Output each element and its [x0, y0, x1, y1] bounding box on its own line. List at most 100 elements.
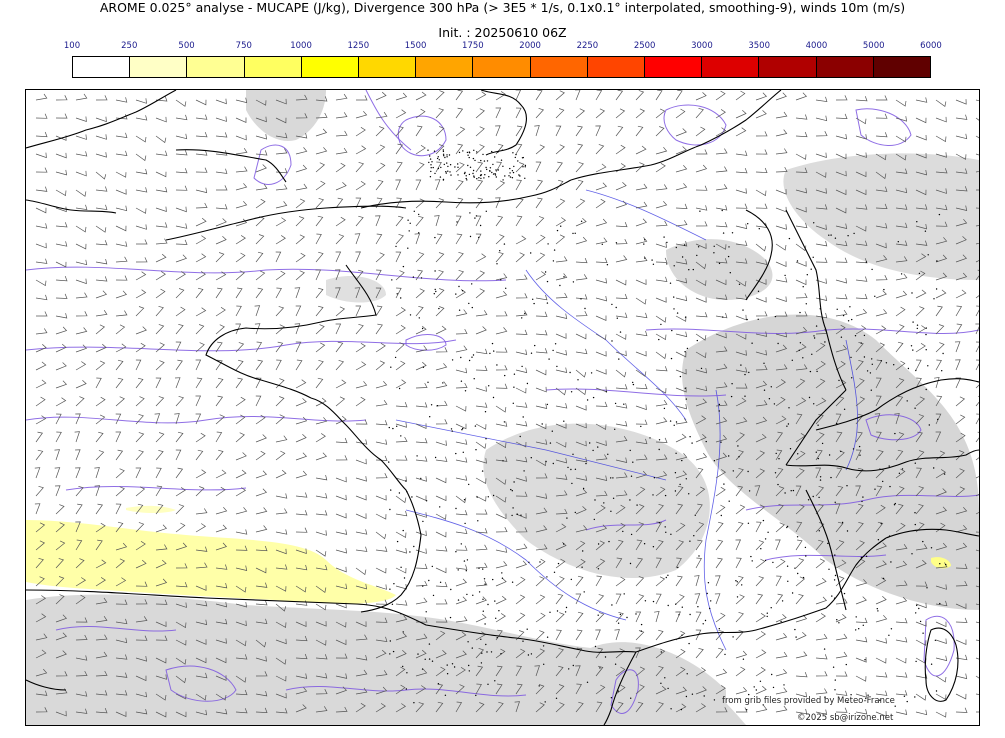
wind-barb	[835, 223, 848, 229]
wind-barb	[795, 614, 808, 623]
station-dot	[681, 634, 683, 636]
wind-barb	[935, 254, 948, 263]
wind-barb	[175, 288, 185, 299]
station-dot	[673, 308, 675, 310]
station-dot	[794, 567, 796, 569]
station-dot	[434, 288, 436, 291]
wind-barb	[35, 649, 47, 659]
station-dot	[468, 152, 471, 154]
wind-barb	[455, 197, 464, 209]
station-dot	[852, 448, 855, 450]
wind-barb	[435, 650, 447, 659]
wind-barb	[35, 328, 48, 335]
wind-barb	[335, 621, 347, 628]
wind-barb	[455, 457, 468, 463]
wind-barb	[795, 167, 808, 173]
wind-barb	[495, 421, 508, 427]
wind-barb	[175, 675, 187, 684]
station-dot	[746, 318, 748, 321]
wind-barb	[635, 504, 645, 515]
wind-barb	[515, 274, 528, 281]
wind-barb	[635, 218, 648, 227]
station-dot	[555, 697, 558, 699]
wind-barb	[295, 216, 305, 227]
station-dot	[518, 174, 520, 176]
station-dot	[541, 423, 543, 425]
wind-barb	[695, 185, 708, 191]
station-dot	[431, 660, 434, 662]
wind-barb	[315, 233, 322, 245]
station-dot	[494, 156, 496, 158]
wind-barb	[55, 206, 67, 213]
station-dot	[911, 553, 913, 555]
wind-barb	[635, 256, 648, 263]
station-dot	[420, 477, 422, 480]
station-dot	[545, 460, 547, 463]
wind-barb	[335, 93, 348, 101]
station-dot	[418, 232, 420, 234]
station-dot	[670, 708, 672, 710]
station-dot	[748, 371, 750, 374]
wind-barb	[715, 416, 728, 425]
station-dot	[723, 483, 725, 485]
station-dot	[496, 637, 498, 639]
wind-barb	[575, 198, 586, 209]
wind-barb	[815, 188, 827, 194]
wind-barb	[915, 152, 927, 159]
station-dot	[696, 254, 698, 257]
station-dot	[786, 526, 788, 529]
wind-barb	[735, 167, 748, 174]
wind-barb	[55, 362, 67, 371]
wind-barb	[435, 477, 447, 484]
station-dot	[623, 403, 625, 405]
wind-barb	[115, 150, 128, 157]
wind-barb	[415, 548, 427, 554]
wind-barb	[595, 629, 601, 641]
wind-barb	[815, 467, 822, 479]
wind-barb	[735, 383, 748, 389]
wind-barb	[815, 204, 828, 210]
wind-barb	[555, 161, 563, 173]
wind-barb	[635, 330, 648, 337]
wind-barb	[135, 187, 148, 193]
wind-barb	[395, 287, 402, 299]
wind-barb	[415, 702, 425, 713]
station-dot	[521, 317, 523, 319]
wind-barb	[915, 544, 928, 551]
wind-barb	[934, 376, 940, 389]
wind-barb	[715, 486, 726, 497]
wind-barb	[155, 377, 162, 389]
wind-barb	[715, 148, 728, 155]
station-dot	[670, 533, 672, 535]
station-dot	[430, 170, 432, 173]
map-area[interactable]	[25, 89, 980, 726]
station-dot	[788, 237, 791, 240]
wind-barb	[715, 647, 724, 659]
colorbar-cell	[873, 57, 931, 77]
station-dot	[580, 220, 583, 222]
wind-barb	[955, 99, 967, 105]
station-dot	[408, 230, 410, 232]
station-dot	[883, 288, 885, 291]
station-dot	[750, 555, 752, 558]
station-dot	[572, 232, 574, 235]
wind-barb	[595, 369, 607, 375]
wind-barb	[415, 423, 427, 429]
station-dot	[762, 519, 765, 522]
wind-barb	[635, 594, 645, 605]
wind-barb	[715, 166, 728, 173]
station-dot	[709, 607, 711, 610]
wind-barb	[295, 133, 308, 139]
wind-barb	[875, 672, 888, 678]
wind-barb	[715, 557, 723, 569]
station-dot	[458, 309, 461, 311]
station-dot	[611, 604, 613, 606]
wind-barb	[35, 242, 47, 249]
station-dot	[941, 370, 943, 372]
wind-barb	[35, 294, 48, 301]
station-dot	[781, 600, 784, 602]
wind-barb	[295, 113, 308, 119]
wind-barb	[195, 601, 208, 607]
station-dot	[640, 623, 643, 626]
station-dot	[467, 164, 469, 167]
